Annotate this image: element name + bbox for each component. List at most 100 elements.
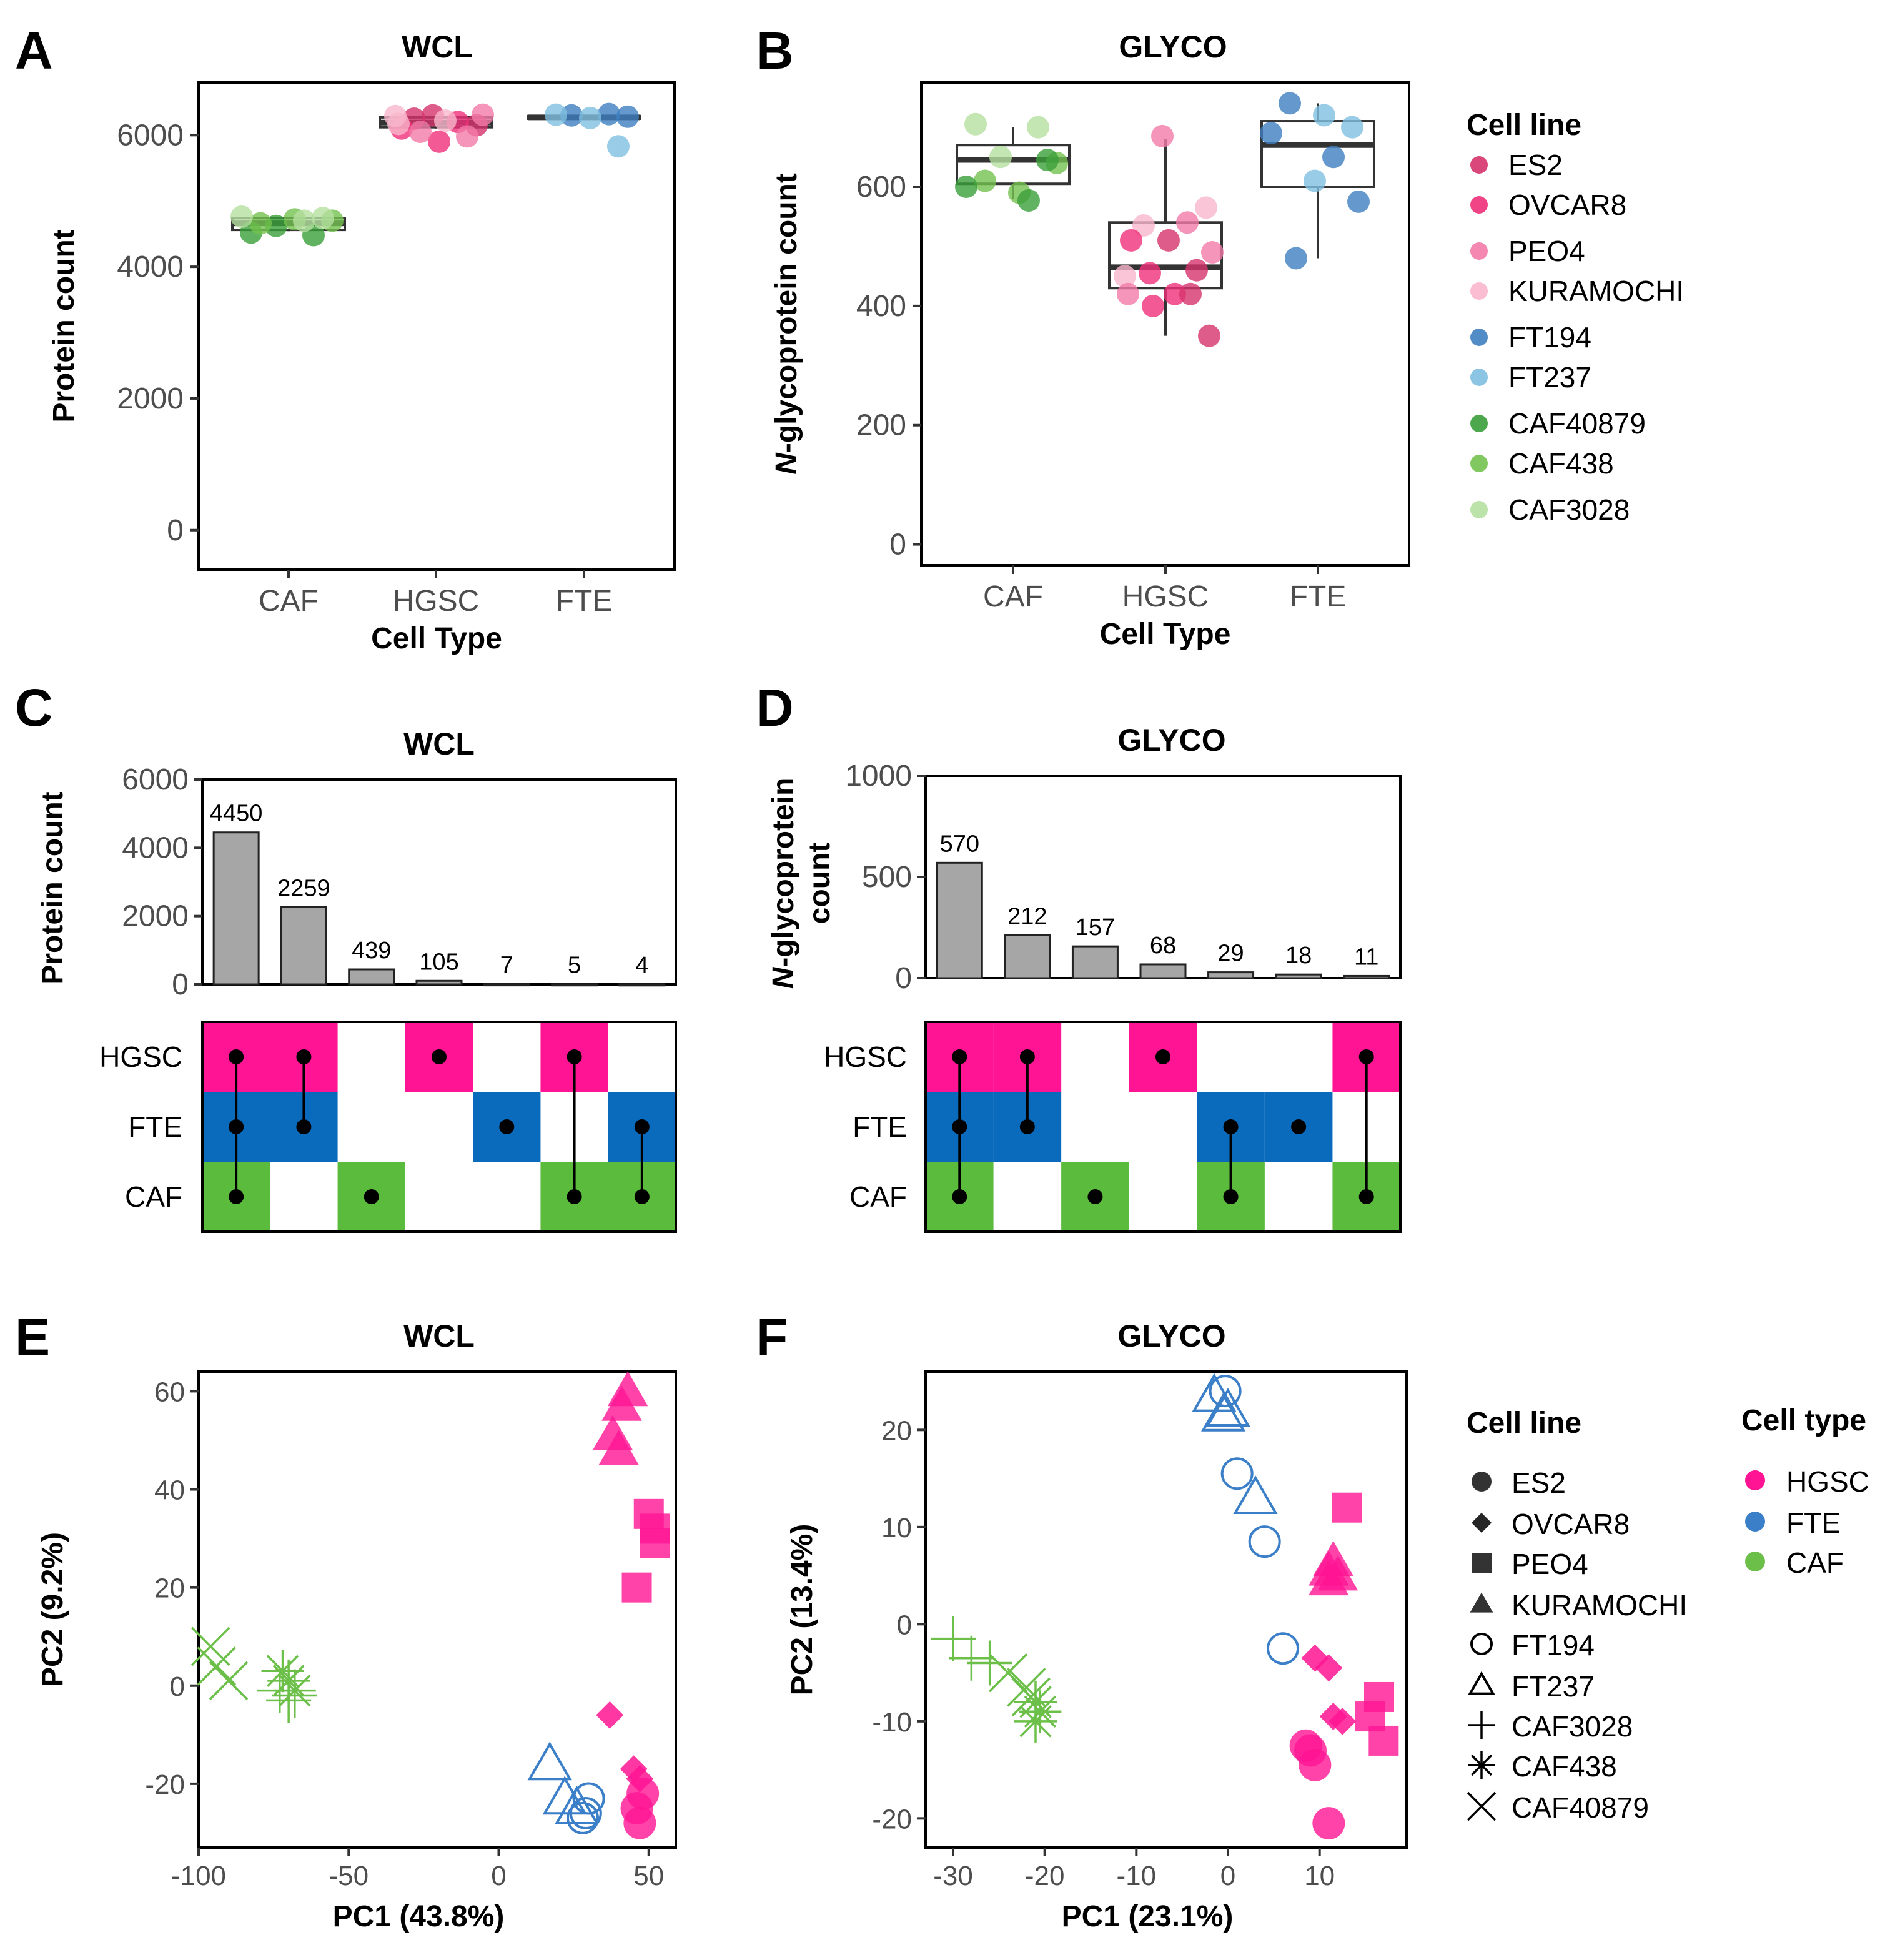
legend-swatch-peo4 — [1470, 242, 1488, 260]
matrix-dot — [1358, 1049, 1374, 1064]
matrix-dot — [1291, 1119, 1307, 1134]
y-axis-label-italic: N — [767, 966, 800, 989]
bar — [483, 983, 530, 987]
matrix-dot — [229, 1049, 244, 1064]
legend-item-kuramochi: KURAMOCHI — [1512, 1589, 1687, 1621]
matrix-frame — [924, 1021, 1402, 1233]
bar — [212, 831, 260, 986]
pca-legend: Cell line ES2 OVCAR8 PEO4 KURAMOCHI FT194 FT23… — [1467, 1404, 1869, 1824]
data-point-peo4 — [1201, 240, 1224, 264]
data-point-caf438 — [974, 169, 996, 192]
legend-swatch-kuramochi — [1470, 282, 1488, 300]
data-point-caf3028 — [1027, 116, 1049, 139]
data-point-otriangle — [1205, 1387, 1250, 1427]
bar-value-label: 7 — [500, 953, 513, 979]
bar-value-label: 4450 — [210, 801, 263, 827]
y-axis-label: PC2 (9.2%) — [36, 1532, 69, 1687]
legend-swatch-ovcar8 — [1470, 196, 1488, 214]
data-point-otriangle — [554, 1785, 600, 1824]
data-point-diamond — [1315, 1654, 1343, 1682]
y-axis-label: PC2 (13.4%) — [786, 1524, 819, 1696]
data-point-caf40879 — [1036, 149, 1059, 172]
data-point-caf3028 — [989, 146, 1012, 169]
matrix-dot — [634, 1189, 650, 1204]
y-axis-label-line1: N-glycoprotein — [767, 778, 800, 989]
matrix-dot — [1155, 1049, 1170, 1064]
matrix-dot — [229, 1189, 244, 1204]
legend-swatch-ft194 — [1470, 329, 1488, 346]
x-tick-label: -100 — [171, 1861, 226, 1891]
bar — [415, 979, 463, 986]
matrix-dot — [364, 1189, 379, 1204]
cell-line-legend: Cell line ES2 OVCAR8 PEO4 KURAMOCHI FT194 FT23… — [1467, 109, 1684, 526]
legend-item-ovcar8: OVCAR8 — [1512, 1508, 1630, 1540]
matrix-dot — [499, 1119, 515, 1134]
data-point-plus — [266, 1678, 312, 1723]
bar-value-label: 439 — [352, 938, 391, 964]
data-point-otriangle — [527, 1741, 572, 1781]
y-axis-label: Protein count — [47, 229, 81, 422]
legend-item-caf3028: CAF3028 — [1512, 1710, 1633, 1743]
data-point-square — [1472, 1553, 1492, 1573]
data-point-circle — [1472, 1472, 1492, 1492]
data-point-triangle — [1470, 1592, 1493, 1613]
x-axis-label: PC1 (23.1%) — [1062, 1900, 1234, 1933]
legend-title: Cell line — [1467, 109, 1581, 142]
y-tick-label: 500 — [862, 861, 912, 894]
x-tick-label: FTE — [1290, 580, 1347, 613]
data-point-ovcar8 — [428, 130, 450, 153]
plot-frame — [197, 1370, 677, 1849]
data-point-star — [1468, 1751, 1495, 1779]
x-tick-label: -50 — [329, 1861, 369, 1891]
matrix-row-label: CAF — [125, 1180, 182, 1213]
y-tick-label: 60 — [154, 1377, 185, 1407]
x-tick-label: 10 — [1304, 1861, 1335, 1891]
panel-label-c: C — [15, 678, 53, 737]
x-axis-label: PC1 (43.8%) — [333, 1900, 505, 1933]
bar-value-label: 4 — [635, 953, 648, 979]
data-point-plus — [272, 1673, 317, 1718]
panel-label-b: B — [756, 21, 794, 80]
bar — [1004, 934, 1051, 979]
legend-type-fte: FTE — [1786, 1507, 1841, 1539]
matrix-dot — [296, 1119, 312, 1134]
y-axis-label-rest: -glycoprotein — [767, 778, 800, 968]
data-point-star — [1019, 1690, 1062, 1733]
data-point-ft194 — [598, 102, 620, 126]
data-point-ocircle — [1220, 1457, 1254, 1490]
bar — [551, 983, 598, 987]
data-point-ft237 — [607, 135, 630, 158]
bar-value-label: 5 — [568, 953, 581, 979]
matrix-dot — [1019, 1049, 1035, 1064]
y-axis-label: Protein count — [36, 791, 69, 984]
data-point-peo4 — [409, 121, 432, 144]
matrix-dot — [567, 1049, 582, 1064]
legend-item-caf40879: CAF40879 — [1508, 407, 1646, 440]
legend-swatch-caf40879 — [1470, 415, 1488, 432]
data-point-peo4 — [1151, 124, 1174, 147]
data-point-ft194 — [1285, 247, 1307, 270]
matrix-row-label: FTE — [128, 1111, 182, 1143]
data-point-square — [621, 1572, 652, 1603]
y-tick-label: 1000 — [845, 760, 912, 793]
data-point-square — [1332, 1492, 1362, 1523]
data-point-square — [640, 1528, 670, 1558]
data-point-ft237 — [579, 106, 601, 129]
bar — [936, 861, 983, 979]
x-tick-label: CAF — [259, 585, 319, 618]
bar — [618, 983, 666, 987]
panel-c-upset: WCL 0 2000 4000 6000 Protein count 4450 2259 439… — [36, 726, 677, 1233]
panel-f-pca: GLYCO -30 -20 -10 0 10 -20 -10 0 10 20 PC1 (23.1%) P… — [786, 1319, 1408, 1933]
data-point-caf3028 — [312, 207, 334, 230]
data-point-ft237 — [1313, 104, 1335, 127]
y-axis-label: N-glycoprotein count — [767, 778, 836, 989]
chart-title: GLYCO — [1117, 723, 1225, 758]
chart-title: WCL — [403, 1319, 475, 1354]
data-point-ft194 — [1347, 190, 1370, 213]
data-point-caf3028 — [230, 205, 253, 229]
plot-frame — [197, 81, 676, 571]
legend-item-ft237: FT237 — [1512, 1670, 1595, 1703]
data-point-diamond — [620, 1755, 648, 1783]
data-point-caf40879 — [955, 176, 977, 199]
matrix-dot — [1358, 1189, 1374, 1204]
